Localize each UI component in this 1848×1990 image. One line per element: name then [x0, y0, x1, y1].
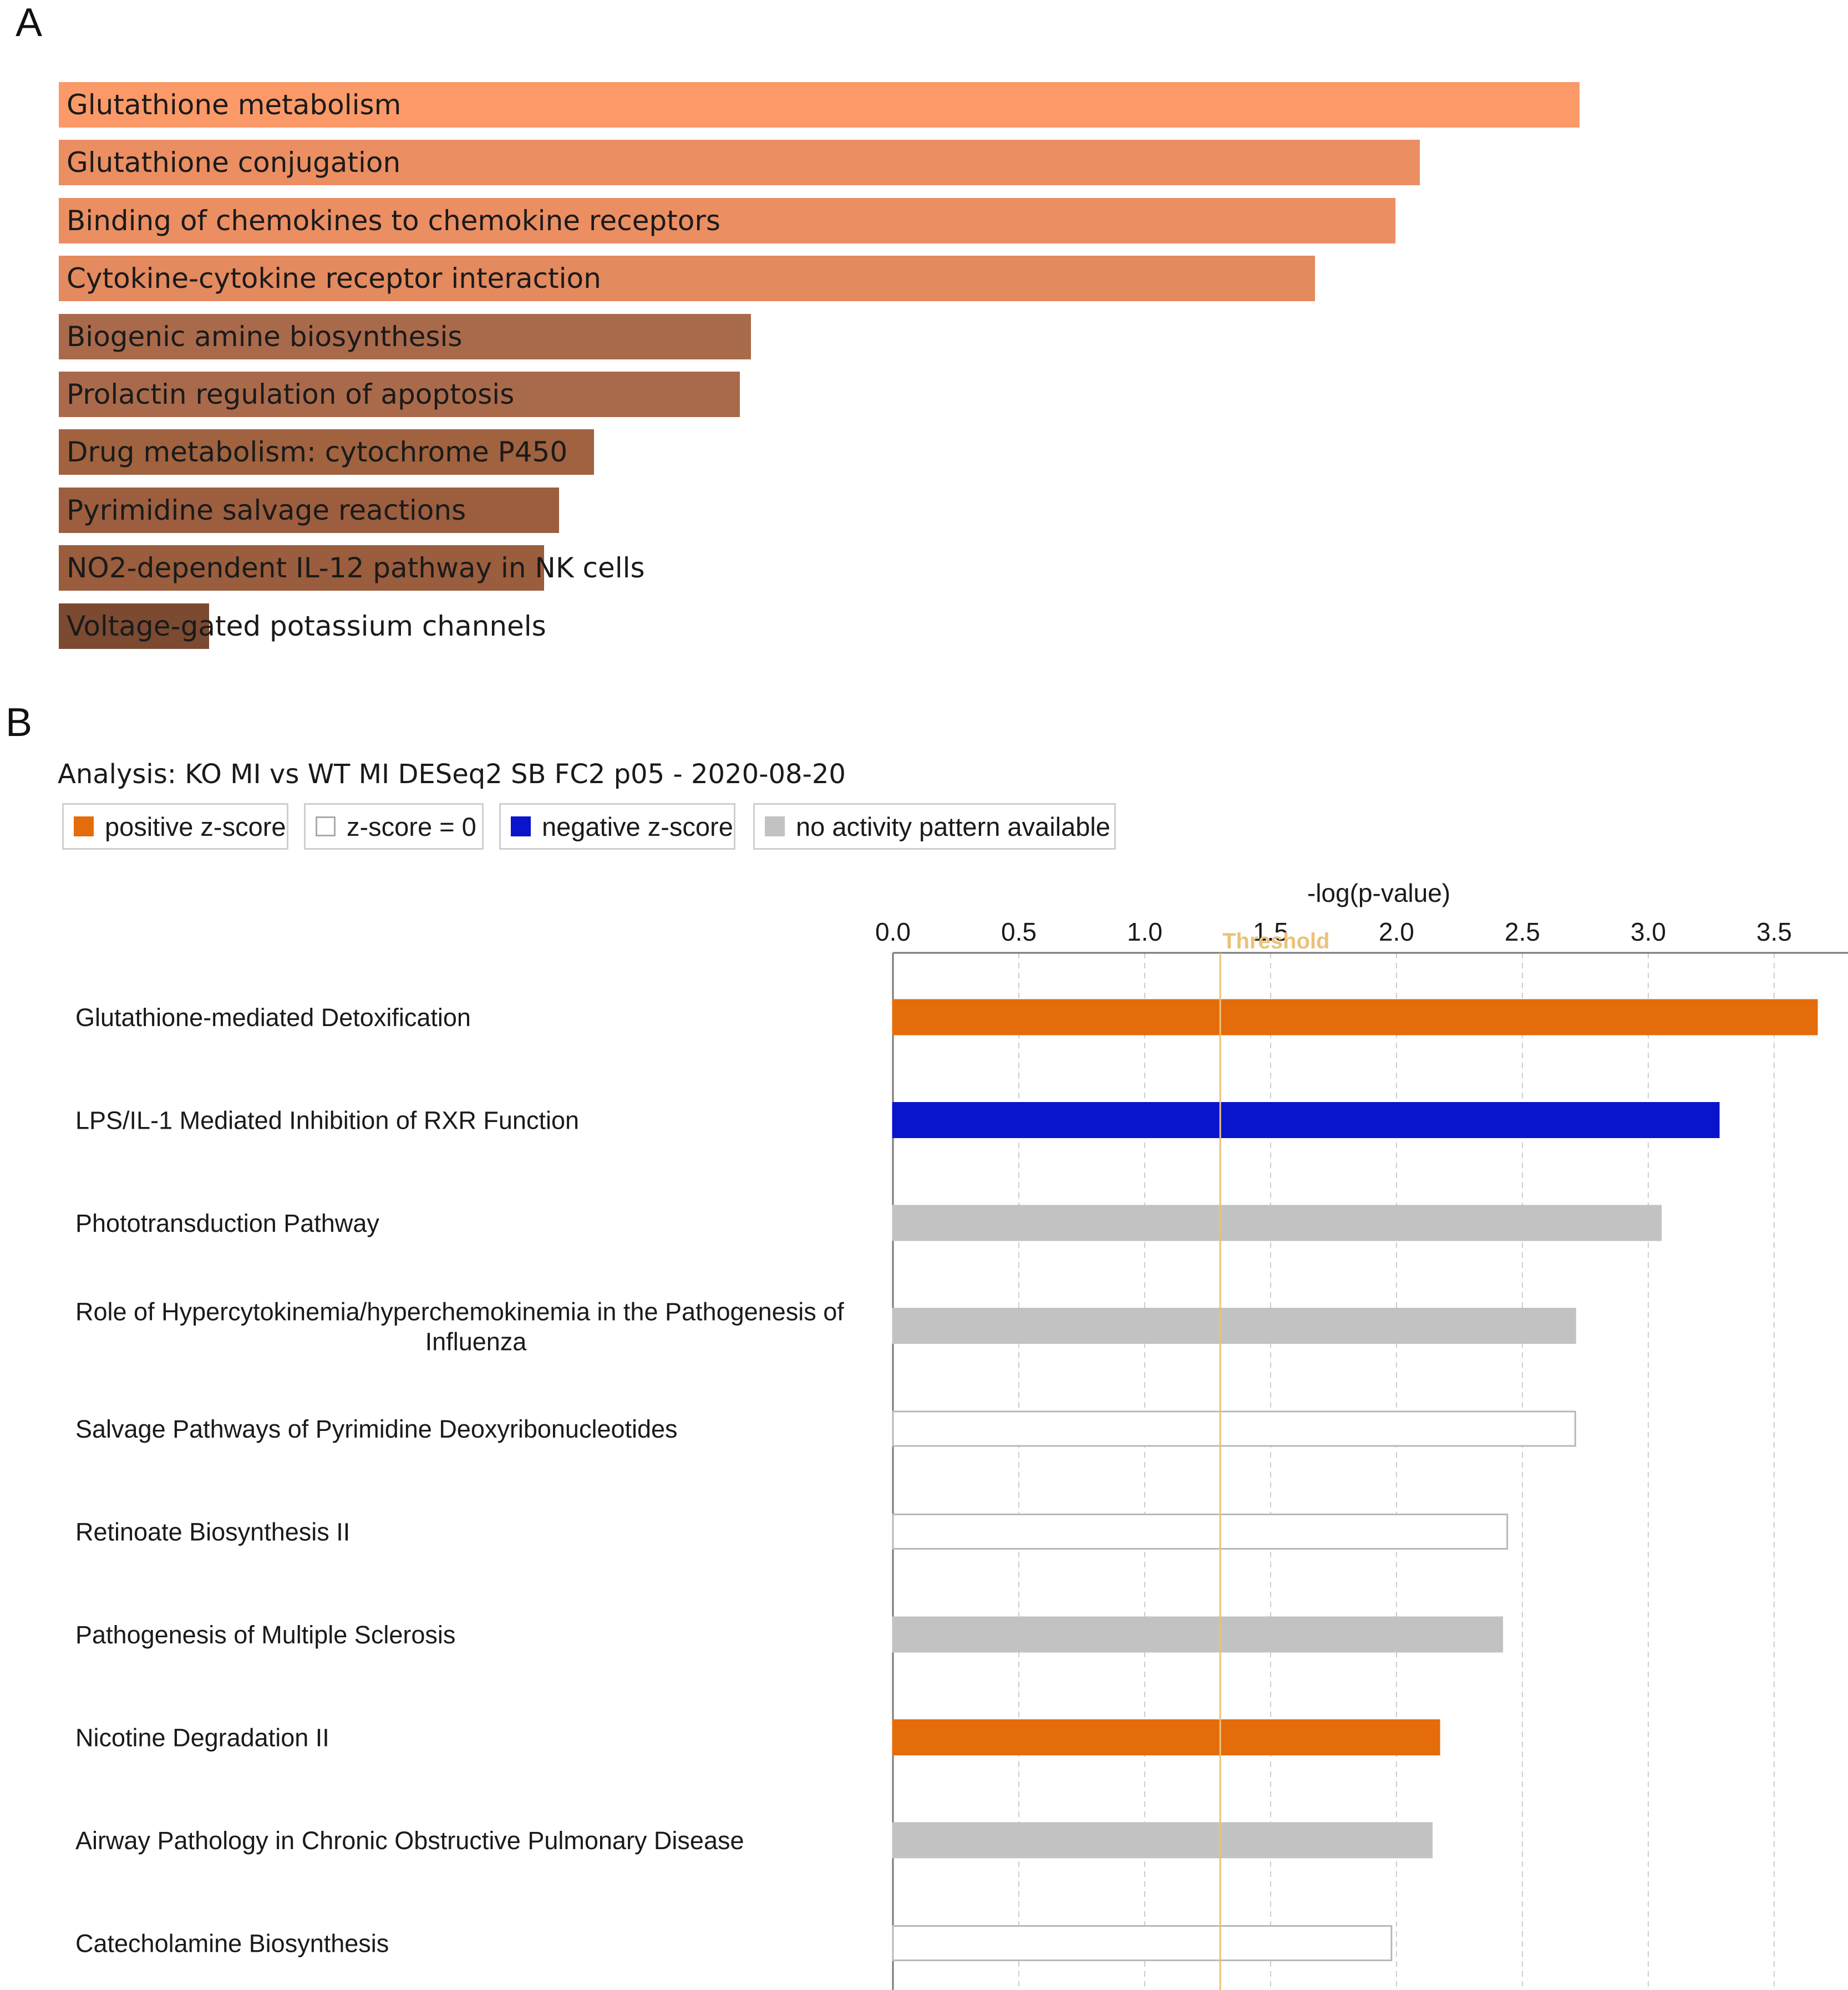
panel-a-chart: Glutathione metabolism Glutathione conjug…	[0, 0, 1848, 666]
legend-label-negative: negative z-score	[542, 811, 733, 841]
x-tick-label: 3.0	[1631, 917, 1666, 946]
x-tick-label: 0.0	[875, 917, 911, 946]
panel-b-bar	[892, 1205, 1662, 1241]
panel-b-bar	[892, 1410, 1576, 1447]
legend-swatch-positive	[74, 816, 94, 836]
legend-item-negative: negative z-score	[499, 803, 735, 850]
panel-b-bar	[892, 1514, 1509, 1550]
panel-b-bar-label: Catecholamine Biosynthesis	[75, 1930, 389, 1958]
panel-a-bar-label: Cytokine-cytokine receptor interaction	[67, 262, 601, 295]
x-tick-label: 3.5	[1756, 917, 1792, 946]
panel-a-bar	[59, 313, 751, 359]
panel-a-bar	[59, 140, 1420, 186]
panel-a-bar-label: Glutathione metabolism	[67, 89, 402, 121]
x-tick-label: 2.5	[1505, 917, 1540, 946]
panel-a-bar-label: Prolactin regulation of apoptosis	[67, 378, 515, 410]
panel-b-bar-label: Airway Pathology in Chronic Obstructive …	[75, 1826, 744, 1855]
panel-a-bar	[59, 256, 1315, 302]
analysis-title: Analysis: KO MI vs WT MI DESeq2 SB FC2 p…	[58, 759, 846, 790]
panel-a-bar	[59, 82, 1580, 128]
panel-a-bar-label: Binding of chemokines to chemokine recep…	[67, 204, 720, 237]
panel-a-bar-label: Pyrimidine salvage reactions	[67, 494, 466, 526]
panel-a-bar-label: NO2-dependent IL-12 pathway in NK cells	[67, 552, 645, 585]
legend-item-no-pattern: no activity pattern available	[753, 803, 1116, 850]
panel-b-bar-label: LPS/IL-1 Mediated Inhibition of RXR Func…	[75, 1106, 579, 1135]
panel-b-bar-label: Pathogenesis of Multiple Sclerosis	[75, 1621, 455, 1649]
legend-swatch-negative	[511, 816, 531, 836]
x-tick-label: 0.5	[1001, 917, 1037, 946]
panel-a-bar	[59, 487, 560, 533]
panel-b-bar-label: Phototransduction Pathway	[75, 1209, 379, 1237]
panel-b-bar-label: Role of Hypercytokinemia/hyperchemokinem…	[75, 1298, 844, 1326]
panel-b-bar	[892, 1308, 1576, 1344]
legend-swatch-no-pattern	[765, 816, 785, 836]
panel-b-bar-label: Retinoate Biosynthesis II	[75, 1518, 350, 1546]
panel-a-bar	[59, 197, 1396, 243]
panel-a-bar-label: Drug metabolism: cytochrome P450	[67, 436, 568, 469]
panel-a-bar	[59, 429, 595, 475]
panel-b-bar	[892, 999, 1818, 1035]
panel-b-letter: B	[6, 700, 33, 745]
x-tick-label: 2.0	[1379, 917, 1414, 946]
panel-b-bar	[892, 1719, 1440, 1755]
panel-b-bar	[892, 1925, 1393, 1961]
panel-b-bar	[892, 1102, 1720, 1138]
panel-b-bar	[892, 1616, 1504, 1653]
legend-label-positive: positive z-score	[105, 811, 286, 841]
panel-a-bar	[59, 372, 740, 417]
x-tick-label: 1.0	[1127, 917, 1162, 946]
panel-a-bar	[59, 603, 210, 649]
x-tick-label: 1.5	[1253, 917, 1288, 946]
legend-swatch-zero	[316, 816, 336, 836]
panel-b-bar-label: Influenza	[425, 1328, 527, 1356]
panel-b-bar-label: Glutathione-mediated Detoxification	[75, 1003, 471, 1032]
threshold-label: Threshold	[1222, 929, 1329, 953]
legend-label-zero: z-score = 0	[347, 811, 476, 841]
panel-b-bar-label: Salvage Pathways of Pyrimidine Deoxyribo…	[75, 1415, 678, 1443]
panel-a-bar-label: Voltage-gated potassium channels	[67, 610, 546, 642]
legend-label-no-pattern: no activity pattern available	[796, 811, 1110, 841]
panel-a-bar-label: Glutathione conjugation	[67, 146, 401, 179]
x-axis-title: -log(p-value)	[1307, 879, 1450, 907]
panel-a-bar-label: Biogenic amine biosynthesis	[67, 320, 463, 353]
panel-a-bar	[59, 545, 544, 591]
panel-b-bar-label: Nicotine Degradation II	[75, 1724, 329, 1752]
legend-item-positive: positive z-score	[62, 803, 288, 850]
legend-item-zero: z-score = 0	[304, 803, 484, 850]
panel-b-bar	[892, 1822, 1433, 1859]
panel-a-letter: A	[16, 1, 43, 45]
